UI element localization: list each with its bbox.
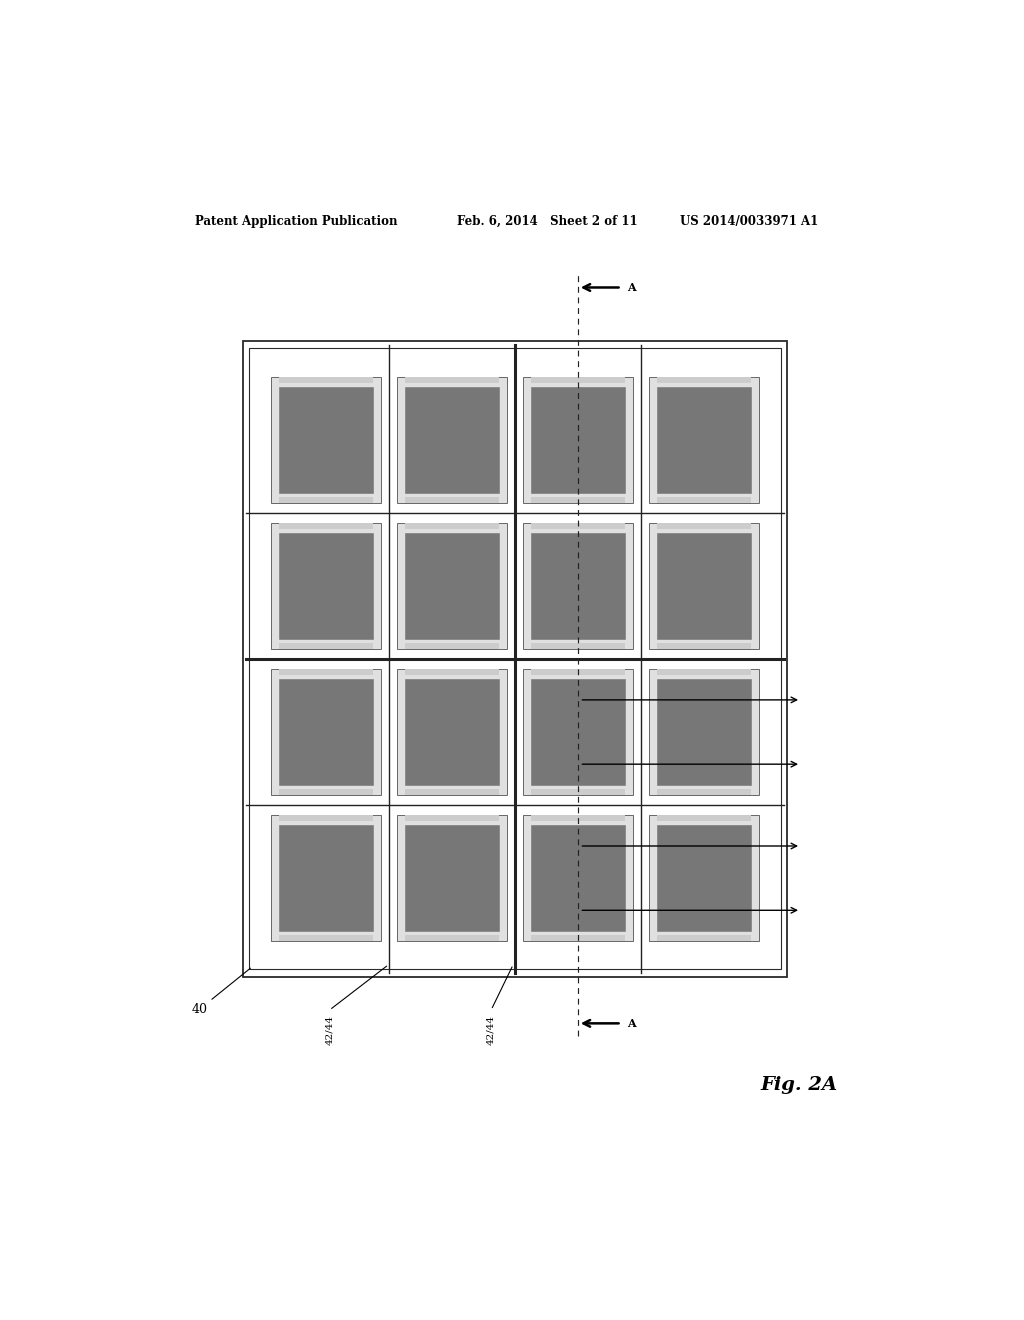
Bar <box>279 496 373 503</box>
Text: 42/44: 42/44 <box>325 1015 334 1045</box>
Bar <box>279 669 373 676</box>
Bar <box>404 496 499 503</box>
Bar <box>279 378 373 383</box>
Bar <box>270 816 381 941</box>
Bar <box>530 825 625 931</box>
Bar <box>279 643 373 649</box>
Bar <box>397 816 507 941</box>
Bar <box>649 669 759 795</box>
Text: Patent Application Publication: Patent Application Publication <box>196 215 398 228</box>
Bar <box>404 935 499 941</box>
Bar <box>404 523 499 529</box>
Bar <box>404 378 499 383</box>
Bar <box>404 789 499 795</box>
Bar <box>279 387 373 492</box>
Bar <box>656 825 751 931</box>
Bar <box>404 643 499 649</box>
Bar <box>404 825 499 931</box>
Bar <box>279 533 373 639</box>
Bar <box>530 935 625 941</box>
Bar <box>530 378 625 383</box>
Bar <box>249 348 781 969</box>
Bar <box>270 669 381 795</box>
Bar <box>404 387 499 492</box>
Text: Fig. 2A: Fig. 2A <box>760 1076 838 1094</box>
Bar <box>530 496 625 503</box>
Bar <box>279 816 373 821</box>
Bar <box>656 643 751 649</box>
Text: A: A <box>627 282 636 293</box>
Text: A: A <box>627 1018 636 1028</box>
Bar <box>656 378 751 383</box>
Bar <box>649 816 759 941</box>
Bar <box>404 669 499 676</box>
Bar <box>279 825 373 931</box>
Text: 42/44: 42/44 <box>486 1015 496 1045</box>
Bar <box>530 816 625 821</box>
Bar <box>404 533 499 639</box>
Text: Feb. 6, 2014   Sheet 2 of 11: Feb. 6, 2014 Sheet 2 of 11 <box>458 215 638 228</box>
Bar <box>530 523 625 529</box>
Bar <box>656 523 751 529</box>
Bar <box>656 387 751 492</box>
Bar <box>656 533 751 639</box>
Bar <box>397 378 507 503</box>
Bar <box>530 680 625 785</box>
Bar <box>397 669 507 795</box>
Text: 40: 40 <box>191 1003 208 1015</box>
Bar <box>656 669 751 676</box>
Bar <box>270 523 381 649</box>
Bar <box>530 789 625 795</box>
Bar <box>243 342 786 977</box>
Bar <box>656 816 751 821</box>
Bar <box>530 669 625 676</box>
Bar <box>656 789 751 795</box>
Bar <box>523 669 633 795</box>
Bar <box>656 935 751 941</box>
Bar <box>649 378 759 503</box>
Bar <box>649 523 759 649</box>
Bar <box>279 680 373 785</box>
Bar <box>404 680 499 785</box>
Bar <box>404 816 499 821</box>
Bar <box>656 496 751 503</box>
Bar <box>530 533 625 639</box>
Bar <box>279 935 373 941</box>
Bar <box>270 378 381 503</box>
Bar <box>530 387 625 492</box>
Bar <box>530 643 625 649</box>
Bar <box>656 680 751 785</box>
Bar <box>523 523 633 649</box>
Text: US 2014/0033971 A1: US 2014/0033971 A1 <box>680 215 818 228</box>
Bar <box>279 789 373 795</box>
Bar <box>523 816 633 941</box>
Bar <box>523 378 633 503</box>
Bar <box>279 523 373 529</box>
Bar <box>397 523 507 649</box>
